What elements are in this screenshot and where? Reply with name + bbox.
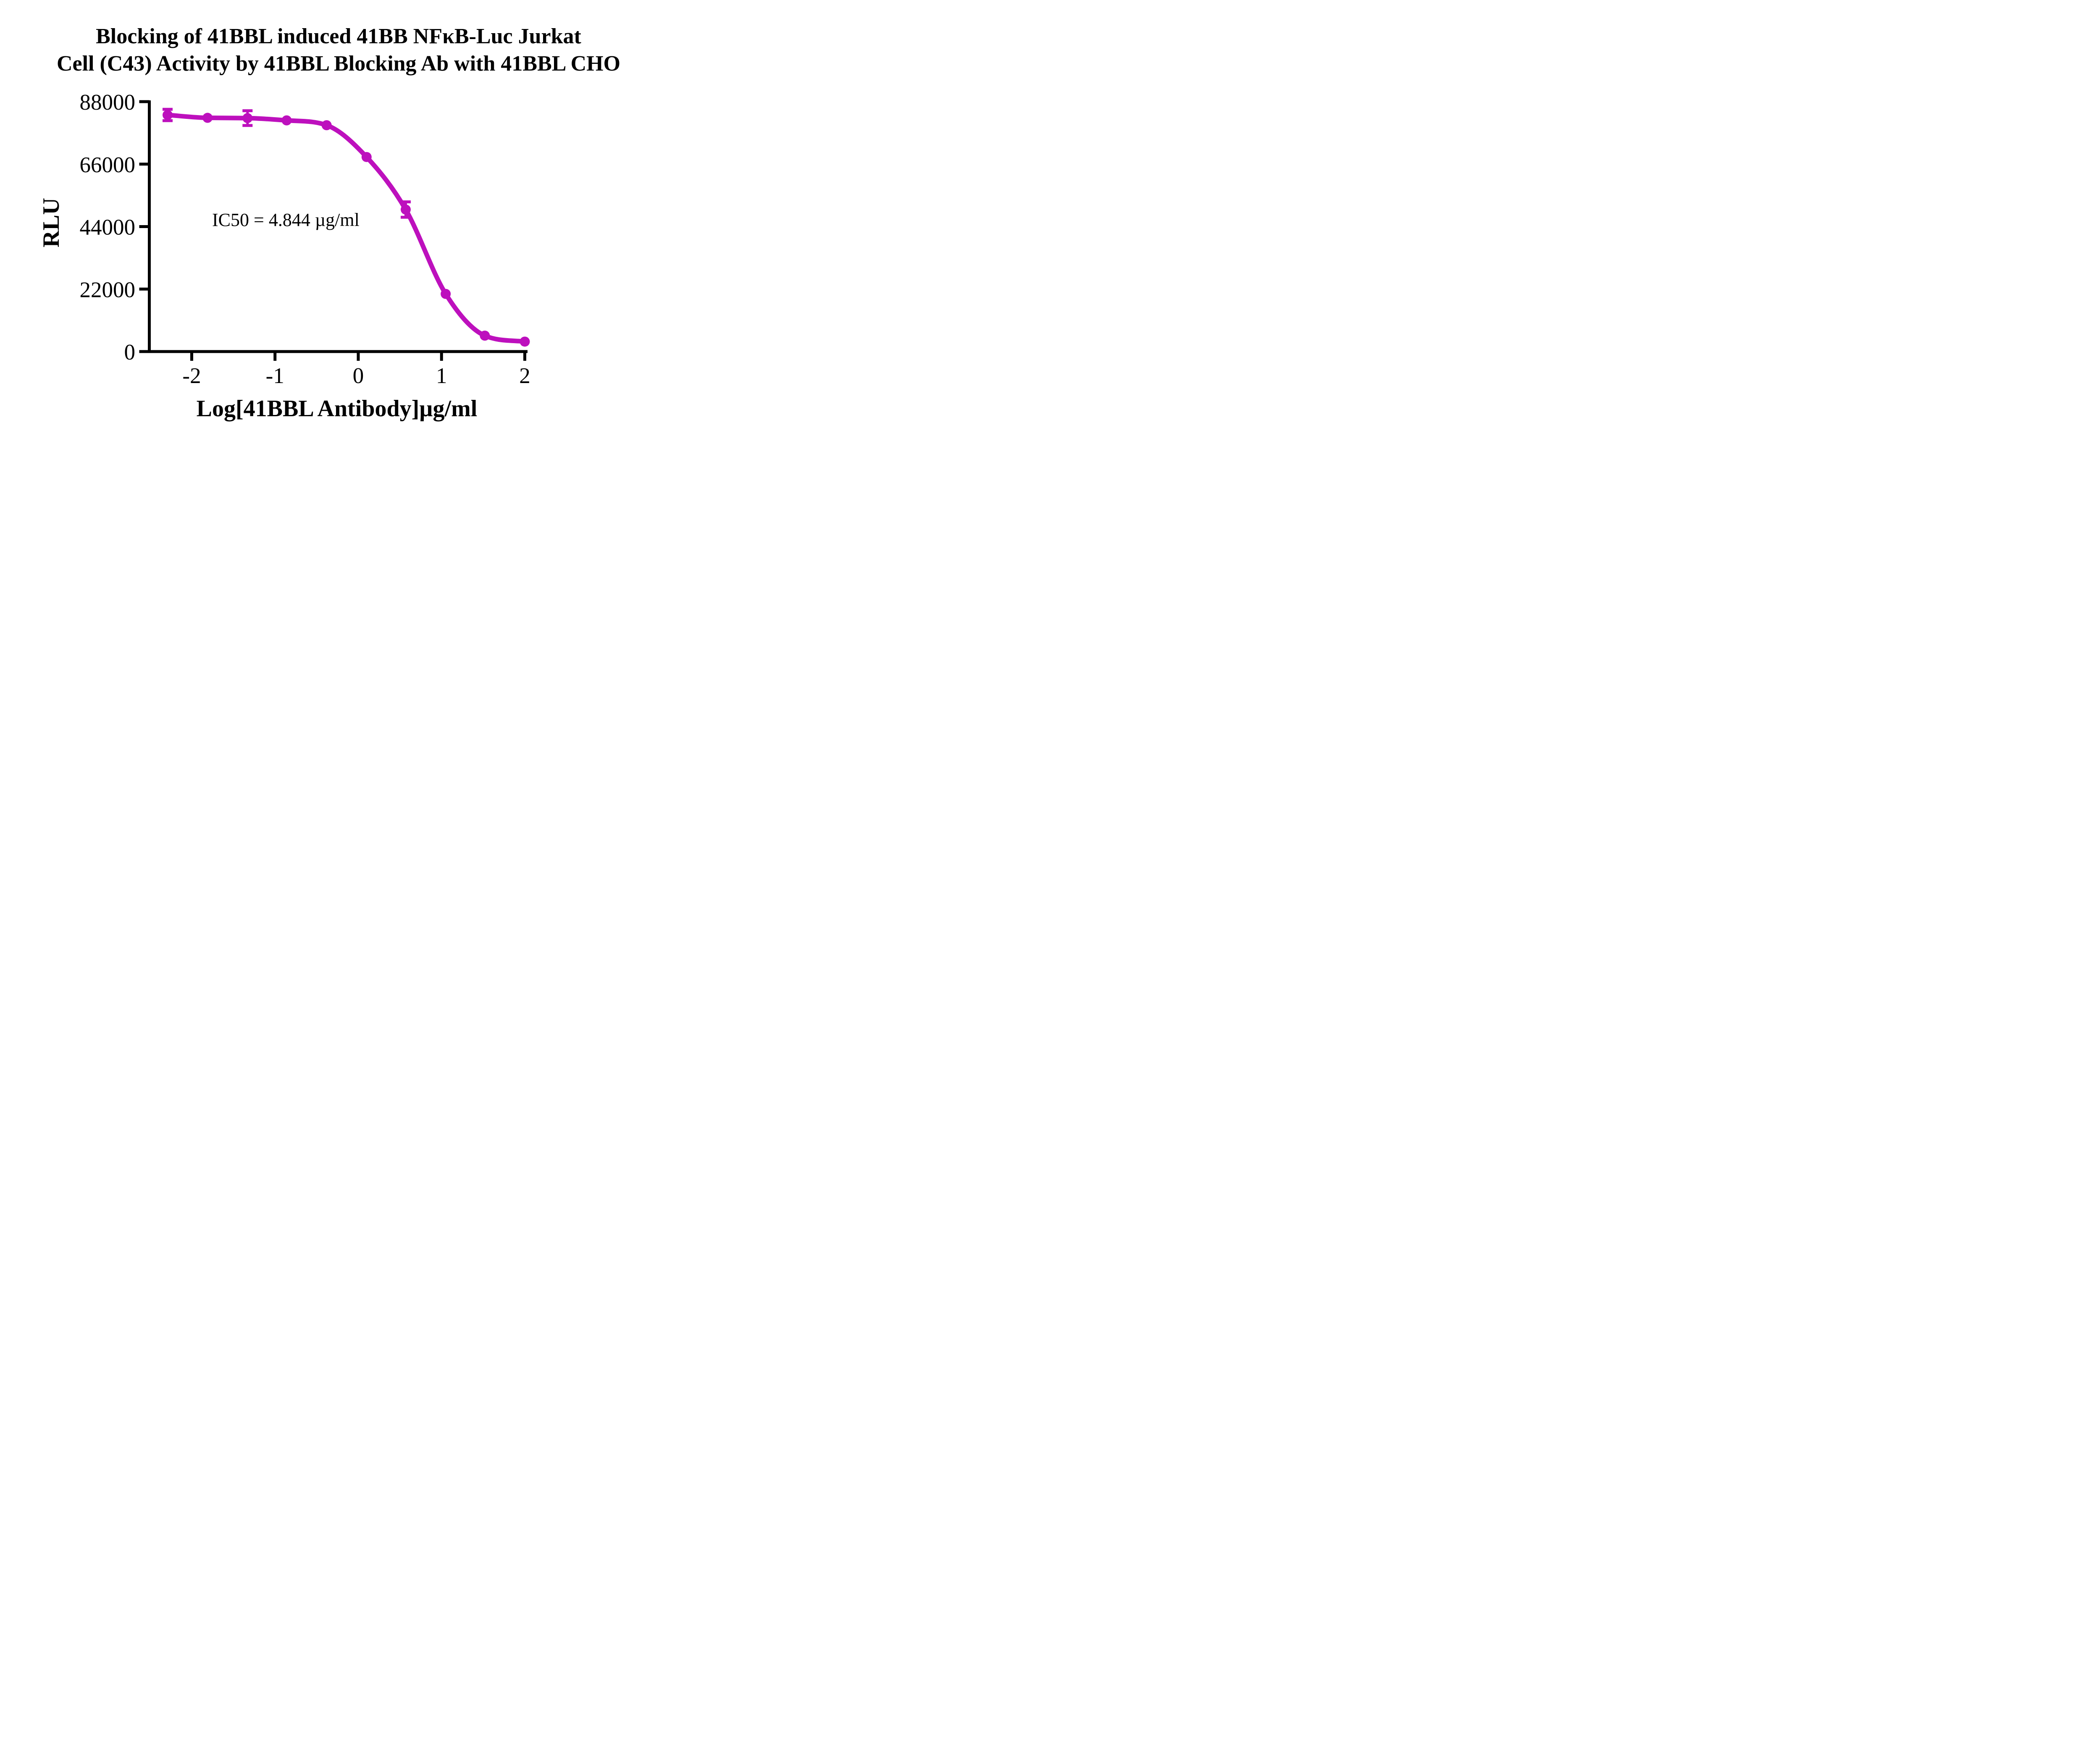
y-tick-label: 22000 [80, 278, 136, 302]
data-point [361, 152, 372, 162]
x-tick-label: 0 [353, 364, 364, 388]
data-points [163, 110, 530, 347]
x-tick-label: 2 [519, 364, 530, 388]
data-point [520, 336, 530, 347]
chart-figure: Blocking of 41BBL induced 41BB NFκB-Luc … [0, 0, 669, 440]
y-tick-label: 88000 [80, 90, 136, 115]
y-axis-ticks: 0 22000 44000 66000 88000 [80, 90, 150, 365]
x-tick-label: -2 [182, 364, 201, 388]
data-point [441, 289, 451, 299]
data-point [401, 204, 411, 215]
y-tick-label: 66000 [80, 153, 136, 177]
data-point [480, 331, 490, 341]
data-point [202, 113, 213, 123]
y-tick-label: 0 [124, 340, 136, 365]
x-axis-title: Log[41BBL Antibody]µg/ml [197, 396, 478, 422]
y-tick-label: 44000 [80, 215, 136, 240]
x-tick-label: -1 [266, 364, 284, 388]
chart-title-line-2: Cell (C43) Activity by 41BBL Blocking Ab… [57, 52, 620, 76]
data-point [321, 120, 332, 131]
chart-title-line-1: Blocking of 41BBL induced 41BB NFκB-Luc … [96, 24, 581, 48]
y-axis-title: RLU [38, 198, 64, 247]
x-axis-ticks: -2 -1 0 1 2 [182, 352, 530, 388]
data-point [242, 113, 253, 123]
ic50-annotation: IC50 = 4.844 µg/ml [212, 210, 360, 230]
data-point [281, 115, 292, 126]
dose-response-chart: Blocking of 41BBL induced 41BB NFκB-Luc … [38, 24, 620, 422]
x-tick-label: 1 [436, 364, 447, 388]
data-point [163, 110, 173, 120]
